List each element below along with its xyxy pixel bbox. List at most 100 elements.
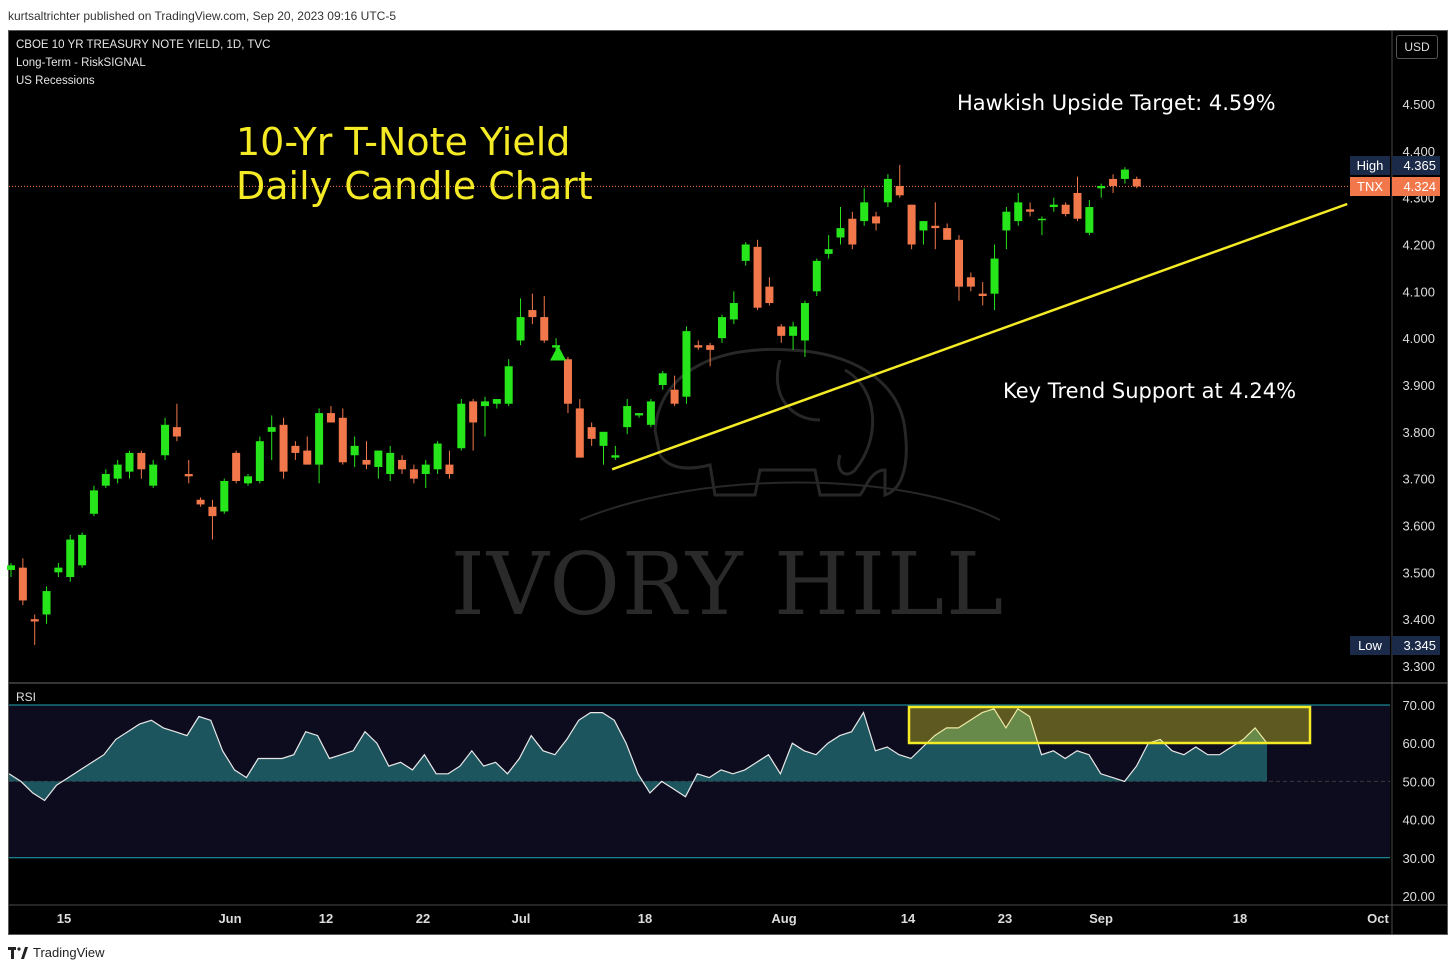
candle xyxy=(587,422,596,446)
price-label-value-bg xyxy=(1392,636,1440,655)
candle xyxy=(718,314,726,343)
candle xyxy=(623,399,632,435)
candle xyxy=(966,272,975,292)
time-tick-label: Sep xyxy=(1089,911,1113,926)
elephant-ground xyxy=(579,481,1001,521)
candle-body xyxy=(682,331,691,397)
price-tick-label: 3.500 xyxy=(1402,565,1435,580)
tradingview-label: TradingView xyxy=(33,945,105,960)
symbol-info[interactable]: CBOE 10 YR TREASURY NOTE YIELD, 1D, TVC xyxy=(16,39,271,51)
time-tick-label: 22 xyxy=(416,911,430,926)
candle xyxy=(563,356,572,414)
support-annotation: Key Trend Support at 4.24% xyxy=(1003,379,1297,403)
price-axis: 4.5004.4004.3004.2004.1004.0003.9003.800… xyxy=(1402,97,1435,674)
candle xyxy=(575,399,584,458)
candle xyxy=(421,459,430,489)
candle xyxy=(469,399,478,451)
candle-body xyxy=(895,185,904,196)
candle-body xyxy=(943,228,952,240)
time-tick-label: Oct xyxy=(1367,911,1389,926)
candle xyxy=(741,242,750,266)
candle xyxy=(255,436,264,484)
rsi-tick-label: 50.00 xyxy=(1402,774,1435,789)
candle-body xyxy=(1049,204,1058,208)
candle-body xyxy=(718,317,726,339)
candle-body xyxy=(374,450,383,467)
candle xyxy=(398,455,407,474)
candle-body xyxy=(291,445,300,453)
candle xyxy=(694,340,703,350)
candle-body xyxy=(623,406,632,428)
rsi-tick-label: 70.00 xyxy=(1402,698,1435,713)
candle-body xyxy=(161,424,170,456)
candle xyxy=(765,277,774,306)
tradingview-brand[interactable]: TradingView xyxy=(8,945,105,960)
price-tick-label: 3.300 xyxy=(1402,659,1435,674)
candle-body xyxy=(89,490,98,514)
candle-body xyxy=(18,567,27,601)
price-tick-label: 3.600 xyxy=(1402,519,1435,534)
candle xyxy=(18,558,27,606)
rsi-tick-label: 30.00 xyxy=(1402,851,1435,866)
rsi-tick-label: 40.00 xyxy=(1402,813,1435,828)
candle-body xyxy=(421,464,430,474)
currency-button[interactable]: USD xyxy=(1396,35,1438,59)
price-label-value: 4.365 xyxy=(1403,158,1436,173)
candle-body xyxy=(149,464,158,486)
rsi-axis: 70.00 60.00 50.00 40.00 30.00 20.00 xyxy=(1402,698,1435,904)
candle xyxy=(362,441,371,470)
price-label-name: Low xyxy=(1358,638,1382,653)
candle xyxy=(800,300,809,357)
tradingview-logo-icon xyxy=(8,946,28,959)
candle-body xyxy=(528,310,537,318)
candle-body xyxy=(1132,178,1141,187)
candle-body xyxy=(30,619,39,622)
candle xyxy=(42,586,51,624)
candle xyxy=(753,239,762,311)
candle-body xyxy=(208,506,217,517)
price-tick-label: 4.100 xyxy=(1402,284,1435,299)
elephant-trunk xyxy=(837,368,875,476)
candle-body xyxy=(338,417,347,463)
candle xyxy=(789,321,798,350)
candle xyxy=(540,296,549,343)
time-tick-label: 18 xyxy=(1233,911,1247,926)
candle-body xyxy=(836,228,845,238)
candle xyxy=(66,534,75,582)
candle xyxy=(409,464,418,484)
candle xyxy=(836,207,845,245)
candle-body xyxy=(883,178,892,203)
candle xyxy=(326,406,335,423)
candle xyxy=(812,258,821,297)
candle xyxy=(457,399,466,451)
candle xyxy=(1061,202,1070,217)
ivory-hill-watermark: IVORY HILL xyxy=(451,347,1003,635)
candle-body xyxy=(670,389,679,404)
candle xyxy=(267,415,276,460)
candle xyxy=(89,485,98,517)
price-label-low: Low 3.345 xyxy=(1350,636,1440,655)
indicator-info[interactable]: Long-Term - RiskSIGNAL xyxy=(16,57,146,69)
recessions-info[interactable]: US Recessions xyxy=(16,75,95,87)
candle-body xyxy=(1061,204,1070,215)
candle-body xyxy=(350,445,359,456)
candle xyxy=(374,450,383,479)
candle xyxy=(1049,197,1058,212)
candle xyxy=(777,324,786,343)
candle xyxy=(78,532,87,568)
price-label-name: TNX xyxy=(1357,179,1383,194)
candle-body xyxy=(445,464,454,474)
candle-body xyxy=(587,427,596,439)
price-tick-label: 3.800 xyxy=(1402,425,1435,440)
candles xyxy=(7,164,1141,645)
price-tick-label: 4.400 xyxy=(1402,144,1435,159)
rsi-title: RSI xyxy=(16,690,36,704)
candle-body xyxy=(1026,209,1035,212)
legend-panel: CBOE 10 YR TREASURY NOTE YIELD, 1D, TVC … xyxy=(16,36,270,90)
candle xyxy=(1120,167,1129,184)
candle xyxy=(990,244,999,311)
candle-body xyxy=(1002,211,1011,231)
candle xyxy=(1026,202,1035,217)
candle-body xyxy=(658,373,667,385)
